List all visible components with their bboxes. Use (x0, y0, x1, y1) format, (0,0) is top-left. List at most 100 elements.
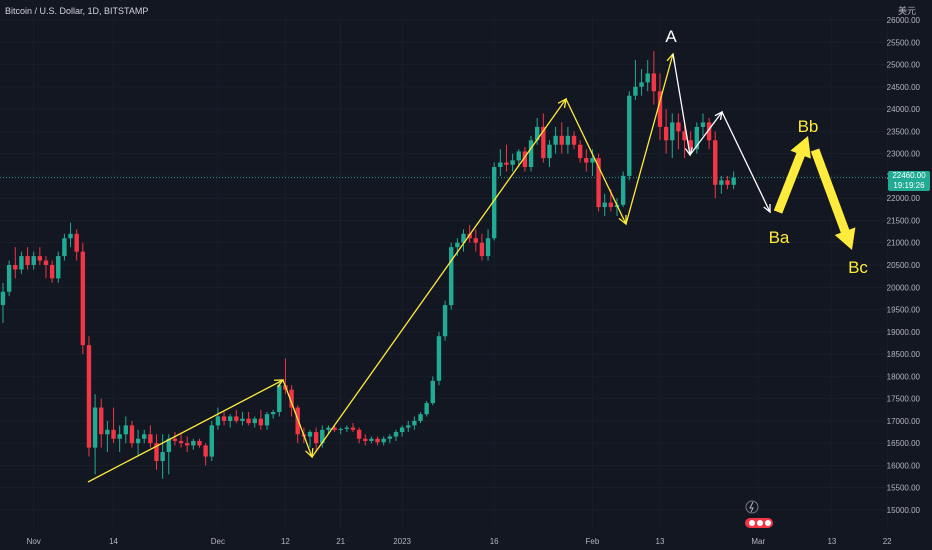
candle (571, 131, 577, 150)
candle (172, 432, 178, 446)
candle (166, 434, 171, 475)
candle (68, 222, 73, 248)
price-tick-label: 15500.00 (887, 484, 921, 493)
wave-label-ba: Ba (769, 228, 790, 247)
price-tick-label: 21500.00 (887, 216, 921, 225)
candle (633, 60, 638, 101)
price-tick-label: 23000.00 (887, 150, 921, 159)
candle (142, 429, 147, 444)
candle (43, 256, 49, 279)
wave-arrowhead-8 (763, 203, 771, 214)
price-unit-label: 美元 (897, 7, 916, 17)
candle (399, 425, 405, 437)
candlestick-series (0, 51, 736, 479)
wave-label-a: A (665, 27, 677, 46)
candle (688, 131, 693, 154)
candle (74, 229, 79, 261)
candle (191, 438, 196, 450)
price-tick-label: 24000.00 (887, 105, 921, 114)
time-tick-label: 14 (109, 537, 118, 546)
candle (406, 420, 411, 433)
candle (602, 193, 607, 216)
time-axis: Nov 14 Dec 12 21 2023 16 Feb 13 Mar 13 22 (27, 537, 893, 546)
candle (203, 443, 208, 466)
candle (234, 409, 239, 424)
candle (700, 113, 706, 136)
chart-title: Bitcoin / U.S. Dollar, 1D, BITSTAMP (5, 6, 149, 16)
candle (252, 416, 257, 428)
tradingview-indicators-icon[interactable] (744, 498, 778, 532)
time-tick-label: 2023 (393, 537, 411, 546)
candle (209, 420, 214, 461)
price-tick-label: 15000.00 (887, 506, 921, 515)
candle (528, 135, 534, 172)
candle (363, 434, 368, 446)
price-tick-label: 17500.00 (887, 395, 921, 404)
candle (221, 412, 227, 426)
candle (313, 427, 319, 453)
candle (639, 69, 644, 96)
candle (498, 149, 503, 176)
candle (332, 425, 337, 433)
candle (49, 260, 55, 283)
candle (215, 407, 221, 430)
candle (553, 126, 558, 154)
candle (418, 412, 423, 424)
time-tick-label: Dec (211, 537, 225, 546)
price-tick-label: 18000.00 (887, 372, 921, 381)
candle (663, 109, 669, 154)
chart-gridlines (0, 18, 888, 530)
candle (111, 407, 116, 444)
candle (129, 420, 135, 448)
candle (123, 416, 128, 444)
candle (356, 427, 362, 444)
candle (424, 400, 429, 417)
candle (461, 229, 466, 252)
candle (713, 131, 718, 199)
price-tick-label: 23500.00 (887, 127, 921, 136)
candle (178, 434, 184, 448)
candle (577, 140, 583, 163)
candle (442, 300, 448, 341)
candle (620, 171, 626, 208)
candle (719, 175, 724, 194)
candle (37, 247, 43, 265)
candle (670, 113, 675, 159)
candle (387, 434, 393, 444)
candle (412, 416, 417, 430)
time-tick-label: 16 (490, 537, 499, 546)
price-tick-label: 20500.00 (887, 261, 921, 270)
candle (645, 60, 650, 92)
candle (504, 144, 509, 172)
price-tick-label: 16000.00 (887, 461, 921, 470)
price-tick-label: 18500.00 (887, 350, 921, 359)
candle (430, 376, 435, 406)
candle (682, 122, 687, 159)
projection-arrow-down (810, 148, 856, 250)
time-tick-label: Nov (27, 537, 41, 546)
wave-line-2 (282, 379, 313, 458)
elliott-wave-drawings: A Ba Bb Bc (87, 27, 868, 483)
candle (694, 122, 700, 154)
candle (559, 122, 564, 154)
candle (492, 162, 497, 241)
wave-label-bc: Bc (848, 258, 868, 277)
candle (510, 153, 515, 172)
candle (31, 251, 36, 270)
candle (117, 425, 122, 453)
time-tick-label: 13 (656, 537, 665, 546)
price-tick-label: 25500.00 (887, 38, 921, 47)
wave-line-1 (87, 379, 284, 483)
price-tick-label: 19500.00 (887, 306, 921, 315)
candle (375, 436, 380, 446)
candle (0, 282, 6, 323)
candle (449, 242, 454, 310)
price-tick-label: 24500.00 (887, 83, 921, 92)
candle (541, 113, 546, 163)
wave-line-5 (625, 53, 674, 225)
candle (154, 434, 159, 470)
candle (86, 336, 92, 457)
price-tick-label: 21000.00 (887, 239, 921, 248)
candle (13, 247, 18, 279)
